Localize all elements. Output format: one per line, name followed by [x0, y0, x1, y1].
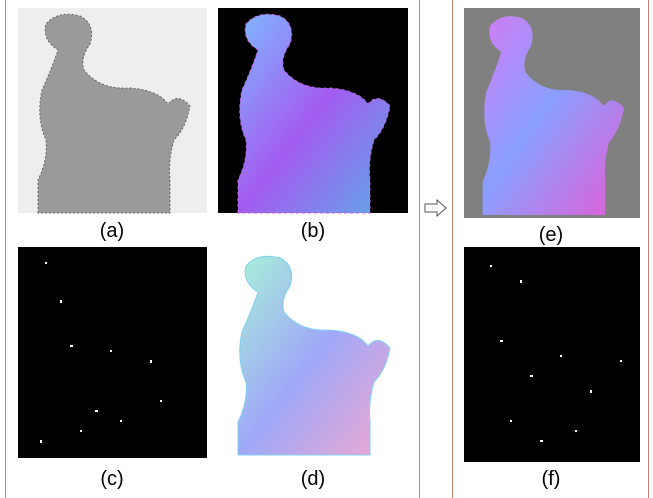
panel-label: (f) — [542, 468, 561, 490]
panel-label: (c) — [100, 468, 123, 490]
panel-f-image — [464, 247, 640, 462]
panel-e-image — [464, 8, 640, 218]
panel-label: (a) — [100, 220, 124, 242]
figure: (a) (b) (c) (d) (e) (f) — [0, 0, 653, 498]
panel-c-image — [18, 247, 207, 458]
panel-b-image — [218, 8, 408, 213]
panel-label: (d) — [301, 468, 325, 490]
panel-label: (b) — [301, 220, 325, 242]
panel-label: (e) — [539, 224, 563, 246]
panel-d-image — [218, 247, 408, 462]
arrow-icon — [425, 200, 446, 216]
panel-a-image — [18, 8, 207, 213]
